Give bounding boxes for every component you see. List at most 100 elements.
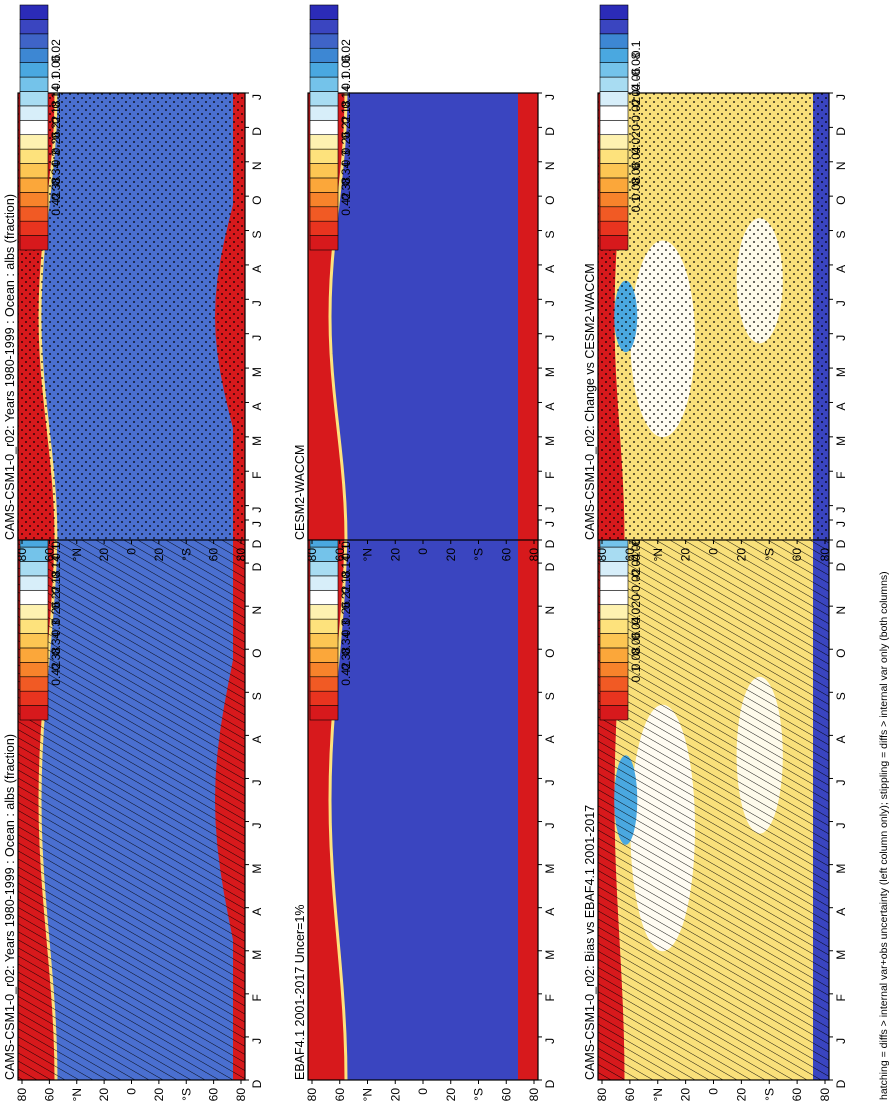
colorbar-swatch [20, 192, 48, 206]
month-tick-label: D [543, 539, 557, 548]
month-tick-label: N [543, 161, 557, 170]
month-tick-label: N [250, 161, 264, 170]
month-tick-label: J [543, 1038, 557, 1044]
month-tick-label: A [834, 735, 848, 743]
lat-tick-label: 60 [499, 1088, 513, 1102]
colorbar-swatch [20, 576, 48, 590]
colorbar-swatch [20, 48, 48, 62]
lat-tick-label: 20 [152, 548, 166, 562]
month-tick-label: M [543, 864, 557, 874]
month-tick-label: A [834, 908, 848, 916]
month-tick-label: O [543, 649, 557, 658]
colorbar-swatch [20, 149, 48, 163]
lat-tick-label: 60 [207, 548, 221, 562]
colorbar-swatch [310, 192, 338, 206]
colorbar-swatch [310, 207, 338, 221]
colorbar-swatch [600, 207, 628, 221]
colorbar-swatch [310, 34, 338, 48]
panel-p11: DJFMAMJJASONDJ80 60 °N 20 0 20 °S 60 80CAMS-CSM1… [3, 475, 264, 1101]
lat-tick-label: °S [762, 548, 776, 561]
lat-tick-label: 60 [333, 548, 347, 562]
month-tick-label: A [543, 265, 557, 273]
colorbar-swatch [310, 178, 338, 192]
panel-title: CAMS-CSM1-0_r02: Bias vs EBAF4.1 2001-20… [583, 805, 597, 1080]
colorbar-swatch [310, 605, 338, 619]
month-tick-label: J [250, 300, 264, 306]
month-tick-label: F [543, 472, 557, 479]
colorbar-swatch [310, 48, 338, 62]
lat-tick-label: 80 [234, 548, 248, 562]
month-tick-label: M [834, 367, 848, 377]
colorbar-swatch [20, 77, 48, 91]
lat-tick-label: °N [70, 548, 84, 561]
month-tick-label: J [543, 94, 557, 100]
colorbar-label: 0.02 [49, 39, 63, 63]
month-tick-label: A [543, 402, 557, 410]
lat-tick-label: °S [179, 1088, 193, 1101]
colorbar-swatch [20, 691, 48, 705]
lat-tick-label: 60 [790, 548, 804, 562]
colorbar-swatch [310, 164, 338, 178]
colorbar-swatch [600, 149, 628, 163]
month-tick-label: N [834, 161, 848, 170]
month-tick-label: O [834, 649, 848, 658]
colorbar-swatch [600, 164, 628, 178]
month-tick-label: N [834, 606, 848, 615]
month-tick-label: J [834, 507, 848, 513]
colorbar-swatch [310, 619, 338, 633]
lat-tick-label: 80 [305, 548, 319, 562]
lat-tick-label: °S [762, 1088, 776, 1101]
panel-title: CESM2-WACCM [293, 445, 307, 540]
month-tick-label: J [543, 300, 557, 306]
lat-tick-label: 80 [305, 1088, 319, 1102]
colorbar-swatch [600, 77, 628, 91]
panel-title: CAMS-CSM1-0_r02: Change vs CESM2-WACCM [583, 263, 597, 540]
colorbar-swatch [600, 590, 628, 604]
month-tick-label: J [250, 335, 264, 341]
lat-tick-label: 60 [42, 1088, 56, 1102]
month-tick-label: F [834, 472, 848, 479]
month-tick-label: J [834, 779, 848, 785]
lat-tick-label: 20 [388, 548, 402, 562]
month-tick-label: A [543, 735, 557, 743]
lat-tick-label: 0 [416, 548, 430, 555]
lat-tick-label: 20 [444, 548, 458, 562]
month-tick-label: O [543, 195, 557, 204]
colorbar-swatch [600, 576, 628, 590]
month-tick-label: M [250, 436, 264, 446]
month-tick-label: A [250, 908, 264, 916]
month-tick-label: F [250, 472, 264, 479]
colorbar-swatch [20, 619, 48, 633]
lat-tick-label: 60 [623, 1088, 637, 1102]
lat-tick-label: 80 [15, 548, 29, 562]
colorbar-swatch [600, 48, 628, 62]
colorbar-swatch [310, 691, 338, 705]
colorbar-swatch [310, 120, 338, 134]
lat-tick-label: 20 [679, 548, 693, 562]
colorbar-swatch [20, 135, 48, 149]
colorbar-swatch [310, 634, 338, 648]
month-tick-label: J [543, 507, 557, 513]
month-tick-label: M [250, 950, 264, 960]
colorbar-label: 0.02 [339, 39, 353, 63]
colorbar-swatch [600, 677, 628, 691]
colorbar-swatch [310, 91, 338, 105]
colorbar-swatch [600, 192, 628, 206]
month-tick-label: N [543, 606, 557, 615]
colorbar-swatch [20, 63, 48, 77]
month-tick-label: A [834, 402, 848, 410]
colorbar-swatch [20, 19, 48, 33]
lat-tick-label: 20 [388, 1088, 402, 1102]
month-tick-label: A [250, 735, 264, 743]
lat-tick-label: °S [472, 1088, 486, 1101]
month-tick-label: J [543, 779, 557, 785]
colorbar-swatch [310, 648, 338, 662]
colorbar-swatch [20, 5, 48, 19]
colorbar-swatch [310, 63, 338, 77]
month-tick-label: J [250, 823, 264, 829]
colorbar-label: 0.02 [629, 601, 643, 625]
month-tick-label: J [250, 1038, 264, 1044]
lat-tick-label: °N [651, 548, 665, 561]
colorbar-swatch [310, 677, 338, 691]
lat-tick-label: 60 [623, 548, 637, 562]
